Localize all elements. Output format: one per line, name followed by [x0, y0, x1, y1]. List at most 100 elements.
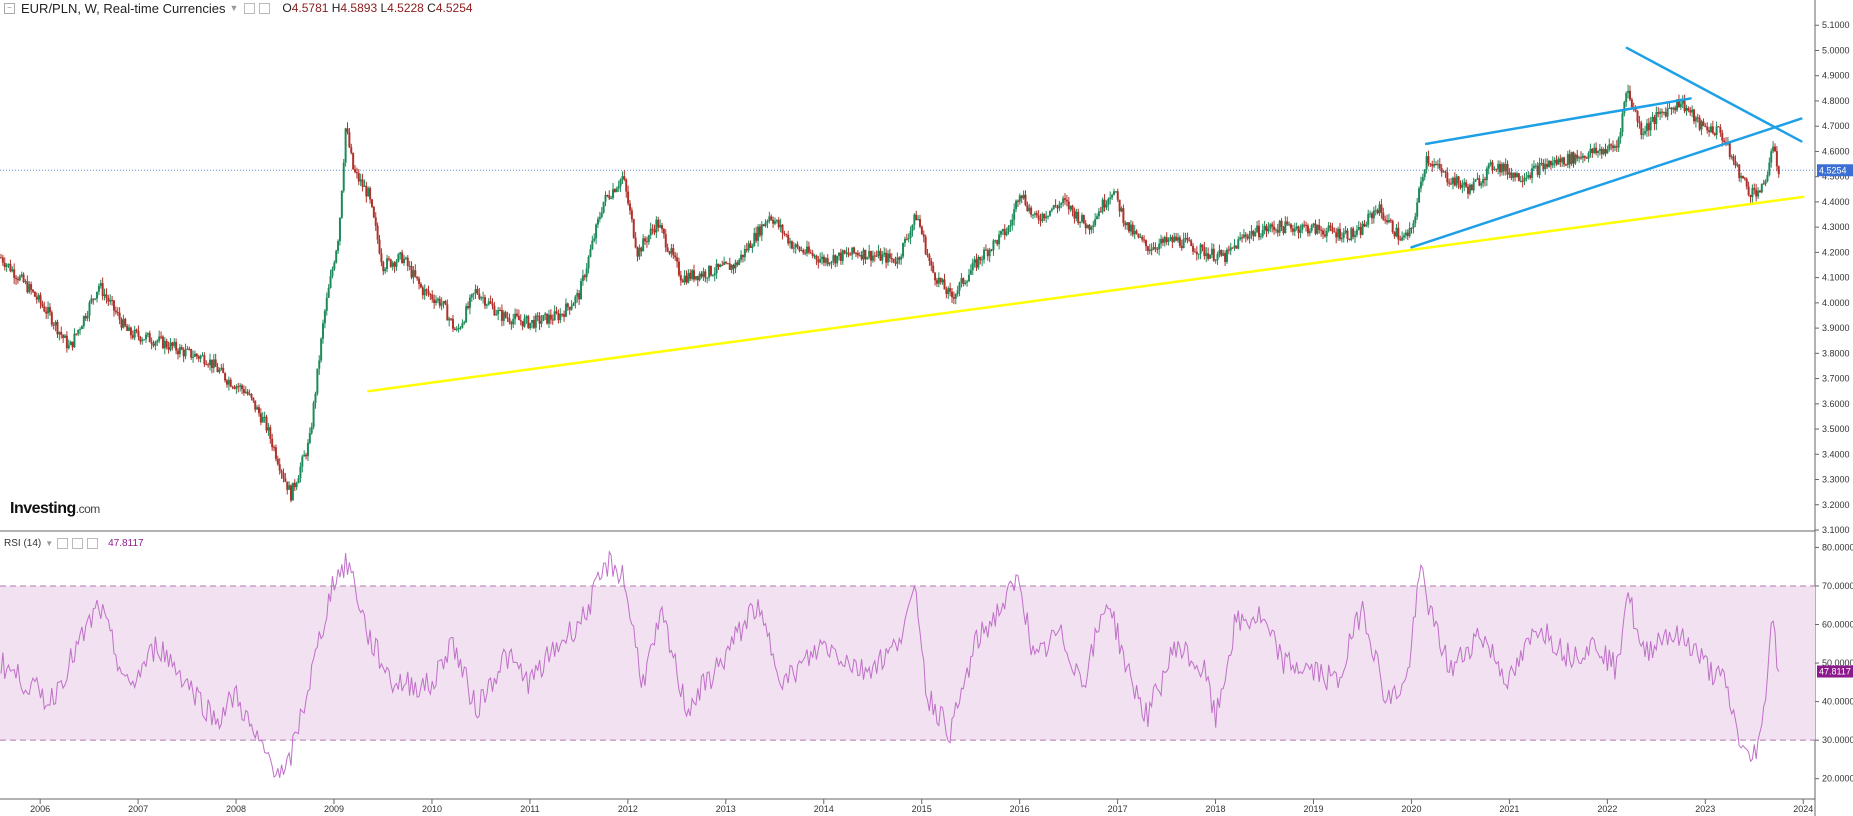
- candle-body: [600, 212, 603, 218]
- candle-body: [664, 234, 667, 248]
- candle-body: [920, 226, 923, 235]
- hide-icon[interactable]: [259, 2, 271, 14]
- candle-body: [1404, 232, 1407, 236]
- candle-body: [1007, 226, 1010, 232]
- candle-body: [1625, 92, 1628, 103]
- candle-body: [1708, 130, 1711, 133]
- candle-body: [694, 276, 697, 280]
- candle-body: [977, 256, 980, 268]
- candle-body: [1067, 201, 1070, 210]
- candle-body: [1045, 216, 1048, 219]
- candle-body: [1645, 123, 1648, 132]
- candle-body: [369, 188, 372, 200]
- candle-body: [1612, 145, 1615, 148]
- time-tick-label: 2014: [814, 804, 834, 814]
- candle-body: [1676, 99, 1679, 111]
- candle-body: [493, 305, 496, 316]
- candle-body: [1329, 225, 1332, 228]
- candle-body: [374, 217, 377, 226]
- candle-body: [1165, 237, 1168, 242]
- candle-body: [1410, 227, 1413, 229]
- candle-body: [308, 433, 311, 443]
- candle-body: [216, 366, 219, 372]
- candle-body: [1094, 219, 1097, 226]
- candle-body: [1743, 178, 1746, 180]
- candle-body: [257, 407, 260, 414]
- close-icon[interactable]: [87, 538, 99, 549]
- candle-body: [180, 347, 183, 350]
- candle-body: [519, 320, 522, 322]
- candle-body: [259, 413, 262, 423]
- candle-body: [261, 416, 264, 423]
- candle-body: [672, 248, 675, 256]
- settings-icon[interactable]: [57, 538, 69, 549]
- candle-body: [231, 386, 234, 388]
- candle-body: [1435, 164, 1438, 166]
- candle-body: [365, 185, 368, 197]
- candle-body: [1467, 186, 1470, 194]
- candle-body: [1039, 219, 1042, 221]
- candle-body: [1241, 237, 1244, 239]
- candle-body: [90, 298, 93, 303]
- candle-body: [628, 203, 631, 211]
- candle-body: [1254, 231, 1257, 237]
- candle-body: [265, 416, 268, 431]
- candle-body: [1596, 150, 1599, 154]
- candle-body: [902, 242, 905, 257]
- candle-body: [758, 226, 761, 236]
- candle-body: [726, 263, 729, 265]
- rsi-label[interactable]: RSI (14): [4, 538, 42, 549]
- candle-body: [1173, 236, 1176, 243]
- candle-body: [378, 239, 381, 254]
- settings-icon[interactable]: [244, 2, 256, 14]
- candle-body: [517, 315, 520, 321]
- candle-body: [596, 219, 599, 225]
- candle-body: [1267, 228, 1270, 232]
- candle-body: [129, 327, 132, 336]
- candle-body: [1352, 228, 1355, 237]
- candle-body: [1077, 211, 1080, 224]
- candle-body: [713, 273, 716, 276]
- investing-logo: Investing.com: [10, 500, 100, 517]
- candle-body: [429, 294, 432, 296]
- candle-body: [453, 328, 456, 330]
- candle-body: [1730, 156, 1733, 158]
- candle-body: [192, 356, 195, 358]
- price-tick-label: 4.0000: [1822, 298, 1850, 308]
- candle-body: [1197, 253, 1200, 255]
- candle-body: [821, 256, 824, 260]
- candle-body: [359, 179, 362, 182]
- candle-body: [662, 229, 665, 235]
- candle-body: [1566, 154, 1569, 166]
- candle-body: [1305, 224, 1308, 226]
- candle-body: [408, 265, 411, 267]
- candle-body: [43, 306, 46, 312]
- wedge-trendline: [1410, 117, 1803, 249]
- candle-body: [288, 485, 291, 490]
- candle-body: [310, 426, 313, 434]
- candle-body: [566, 303, 569, 308]
- chevron-down-icon[interactable]: ▼: [45, 539, 54, 548]
- candle-body: [909, 230, 912, 239]
- candle-body: [903, 238, 906, 243]
- price-tick-label: 3.9000: [1822, 323, 1850, 333]
- symbol-title[interactable]: EUR/PLN, W, Real-time Currencies: [21, 0, 226, 16]
- candle-body: [303, 454, 306, 457]
- candle-body: [787, 235, 790, 244]
- candle-body: [1235, 245, 1238, 249]
- hide-icon[interactable]: [72, 538, 84, 549]
- candle-body: [1355, 229, 1358, 235]
- candle-body: [88, 302, 91, 316]
- candle-body: [120, 319, 123, 328]
- candle-body: [1493, 168, 1496, 170]
- candle-body: [393, 262, 396, 267]
- candle-body: [1306, 225, 1309, 234]
- candle-body: [1090, 226, 1093, 230]
- collapse-icon[interactable]: −: [4, 2, 15, 14]
- chevron-down-icon[interactable]: ▼: [229, 3, 239, 13]
- candle-body: [33, 291, 36, 297]
- candle-body: [1465, 182, 1468, 187]
- candle-body: [770, 216, 773, 220]
- candle-body: [1060, 202, 1063, 205]
